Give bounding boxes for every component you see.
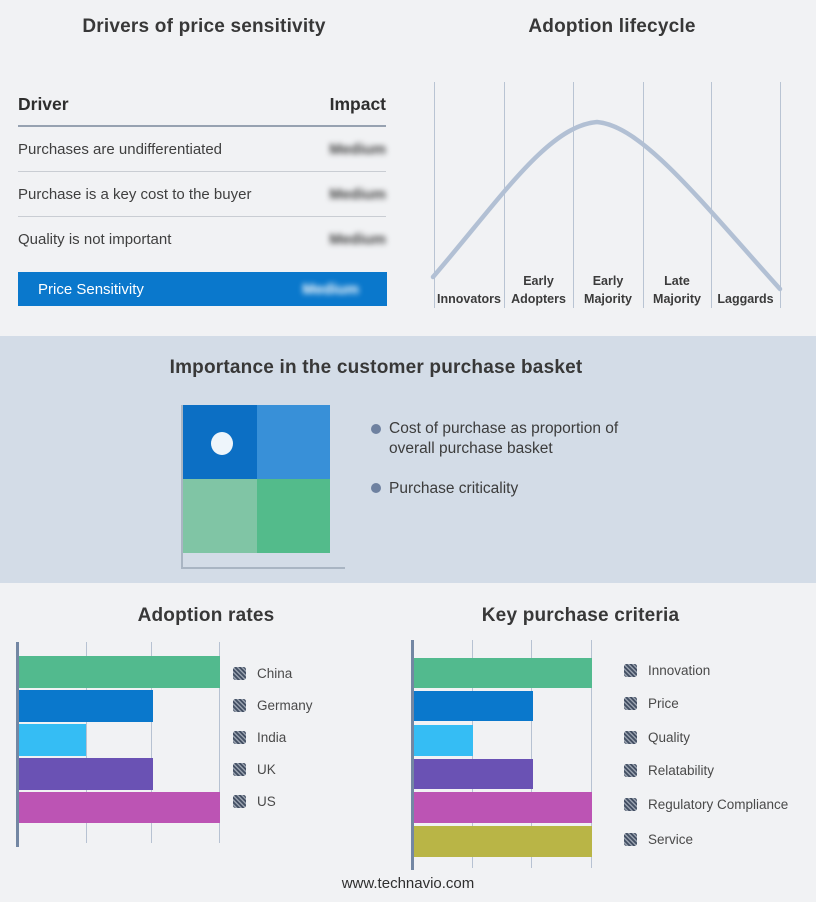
y-axis <box>411 640 414 870</box>
basket-bullet: Cost of purchase as proportion of overal… <box>389 420 619 458</box>
hatch-swatch-icon <box>624 664 637 677</box>
lifecycle-gridline <box>643 82 644 308</box>
bar-innovation <box>414 658 592 688</box>
hatch-swatch-icon <box>233 667 246 680</box>
hatch-swatch-icon <box>624 798 637 811</box>
lifecycle-stage-label: Early Adopters <box>511 273 566 306</box>
purchase-basket-band: Importance in the customer purchase bask… <box>0 336 816 583</box>
price-sensitivity-highlight-row: Price Sensitivity Medium <box>18 272 387 306</box>
basket-bullet: Purchase criticality <box>389 480 519 497</box>
legend-item: Service <box>624 832 693 847</box>
drivers-table-header: Driver Impact <box>18 94 386 127</box>
legend-item: India <box>233 730 286 745</box>
highlight-driver: Price Sensitivity <box>38 280 144 298</box>
driver-cell: Quality is not important <box>18 231 172 248</box>
impact-cell-blurred: Medium <box>329 186 386 203</box>
hatch-swatch-icon <box>233 731 246 744</box>
key-purchase-criteria-title: Key purchase criteria <box>481 605 680 626</box>
footer-url: www.technavio.com <box>341 875 475 892</box>
table-row: Quality is not important Medium <box>18 217 386 261</box>
bar-track <box>19 724 220 756</box>
legend-item: China <box>233 666 292 681</box>
bar-track <box>414 826 592 857</box>
bar-track <box>19 656 220 688</box>
legend-item: US <box>233 794 276 809</box>
highlight-impact-blurred: Medium <box>302 280 359 298</box>
hatch-swatch-icon <box>624 697 637 710</box>
bar-track <box>19 690 220 722</box>
hatch-swatch-icon <box>233 699 246 712</box>
col-impact: Impact <box>329 94 386 114</box>
table-row: Purchase is a key cost to the buyer Medi… <box>18 172 386 217</box>
bar-relatability <box>414 759 533 789</box>
legend-item: Regulatory Compliance <box>624 797 788 812</box>
y-axis <box>16 642 19 847</box>
bar-price <box>414 691 533 721</box>
quadrant-y-axis <box>181 405 183 568</box>
lifecycle-stage-label: Innovators <box>437 291 501 306</box>
bar-quality <box>414 725 474 756</box>
bar-china <box>19 656 220 688</box>
quadrant-cell-bottom-right <box>257 479 330 553</box>
hatch-swatch-icon <box>624 731 637 744</box>
gridline <box>591 640 592 868</box>
quadrant-matrix <box>183 405 330 553</box>
col-driver: Driver <box>18 94 69 114</box>
position-marker-dot <box>211 432 233 455</box>
legend-item: Relatability <box>624 763 714 778</box>
legend-item: Price <box>624 696 679 711</box>
bar-regulatory-compliance <box>414 792 592 823</box>
bar-track <box>414 759 592 789</box>
hatch-swatch-icon <box>624 764 637 777</box>
bar-track <box>414 792 592 823</box>
drivers-table: Driver Impact Purchases are undifferenti… <box>18 94 386 261</box>
lifecycle-stage-label: Early Majority <box>584 273 632 306</box>
basket-title: Importance in the customer purchase bask… <box>169 357 583 378</box>
hatch-swatch-icon <box>624 833 637 846</box>
quadrant-cell-top-right <box>257 405 330 479</box>
adoption-bell-curve <box>430 119 783 292</box>
legend-item: Germany <box>233 698 313 713</box>
adoption-rates-title: Adoption rates <box>137 605 275 626</box>
lifecycle-gridline <box>780 82 781 308</box>
impact-cell-blurred: Medium <box>329 141 386 158</box>
table-row: Purchases are undifferentiated Medium <box>18 127 386 172</box>
bar-uk <box>19 758 153 790</box>
bar-track <box>414 658 592 688</box>
bar-us <box>19 792 220 823</box>
bar-track <box>414 691 592 721</box>
lifecycle-gridline <box>504 82 505 308</box>
driver-cell: Purchases are undifferentiated <box>18 141 223 158</box>
gridline <box>219 642 220 843</box>
gridline <box>86 642 87 843</box>
legend-item: Innovation <box>624 663 710 678</box>
lifecycle-stage-label: Late Majority <box>653 273 701 306</box>
bar-track <box>19 792 220 823</box>
bar-service <box>414 826 592 857</box>
lifecycle-stage-label: Laggards <box>717 291 774 306</box>
lifecycle-gridline <box>711 82 712 308</box>
lifecycle-gridline <box>573 82 574 308</box>
hatch-swatch-icon <box>233 795 246 808</box>
impact-cell-blurred: Medium <box>329 231 386 248</box>
bar-germany <box>19 690 153 722</box>
lifecycle-panel-title: Adoption lifecycle <box>528 16 696 37</box>
drivers-panel-title: Drivers of price sensitivity <box>82 16 326 37</box>
quadrant-cell-bottom-left <box>183 479 257 553</box>
bullet-icon <box>371 483 381 493</box>
bar-india <box>19 724 86 756</box>
bar-track <box>414 725 592 756</box>
bar-track <box>19 758 220 790</box>
quadrant-x-axis <box>181 567 345 569</box>
hatch-swatch-icon <box>233 763 246 776</box>
lifecycle-gridline <box>434 82 435 308</box>
legend-item: Quality <box>624 730 690 745</box>
driver-cell: Purchase is a key cost to the buyer <box>18 186 252 203</box>
legend-item: UK <box>233 762 276 777</box>
gridline <box>151 642 152 843</box>
bullet-icon <box>371 424 381 434</box>
gridline <box>531 640 532 868</box>
